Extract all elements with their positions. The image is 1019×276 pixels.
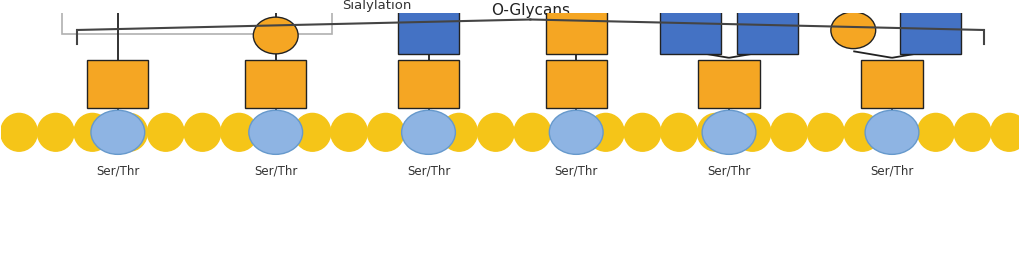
FancyBboxPatch shape	[698, 60, 759, 108]
Ellipse shape	[440, 113, 477, 151]
Ellipse shape	[660, 113, 697, 151]
Text: Ser/Thr: Ser/Thr	[706, 165, 750, 178]
Text: O-Glycans: O-Glycans	[490, 3, 570, 18]
Ellipse shape	[147, 113, 183, 151]
FancyBboxPatch shape	[88, 60, 148, 108]
FancyBboxPatch shape	[899, 7, 960, 54]
Ellipse shape	[953, 113, 989, 151]
FancyBboxPatch shape	[245, 60, 306, 108]
Ellipse shape	[989, 113, 1019, 151]
FancyBboxPatch shape	[545, 60, 606, 108]
Ellipse shape	[401, 110, 454, 154]
Ellipse shape	[864, 110, 918, 154]
Ellipse shape	[844, 113, 880, 151]
FancyBboxPatch shape	[861, 60, 921, 108]
Text: Ser/Thr: Ser/Thr	[869, 165, 913, 178]
FancyBboxPatch shape	[397, 7, 459, 54]
FancyBboxPatch shape	[659, 7, 720, 54]
Ellipse shape	[293, 113, 330, 151]
FancyBboxPatch shape	[62, 4, 331, 34]
Ellipse shape	[807, 113, 844, 151]
Ellipse shape	[91, 110, 145, 154]
Polygon shape	[239, 0, 311, 1]
Ellipse shape	[183, 113, 220, 151]
Ellipse shape	[587, 113, 624, 151]
Text: Ser/Thr: Ser/Thr	[254, 165, 298, 178]
Ellipse shape	[830, 12, 875, 49]
Ellipse shape	[253, 17, 298, 54]
Ellipse shape	[220, 113, 257, 151]
Ellipse shape	[916, 113, 953, 151]
Text: Ser/Thr: Ser/Thr	[407, 165, 449, 178]
Polygon shape	[83, 0, 153, 1]
Text: Ser/Thr: Ser/Thr	[96, 165, 140, 178]
Ellipse shape	[770, 113, 807, 151]
Ellipse shape	[1, 113, 38, 151]
Ellipse shape	[404, 113, 440, 151]
Text: Ser/Thr: Ser/Thr	[554, 165, 597, 178]
Ellipse shape	[367, 113, 404, 151]
Ellipse shape	[549, 110, 602, 154]
Ellipse shape	[514, 113, 550, 151]
Ellipse shape	[257, 113, 293, 151]
FancyBboxPatch shape	[737, 7, 798, 54]
Text: Sialylation: Sialylation	[341, 0, 411, 12]
Ellipse shape	[74, 113, 111, 151]
Ellipse shape	[330, 113, 367, 151]
Ellipse shape	[477, 113, 514, 151]
Ellipse shape	[880, 113, 916, 151]
Ellipse shape	[697, 113, 734, 151]
Ellipse shape	[701, 110, 755, 154]
FancyBboxPatch shape	[397, 60, 459, 108]
Ellipse shape	[38, 113, 74, 151]
FancyBboxPatch shape	[545, 7, 606, 54]
Ellipse shape	[624, 113, 660, 151]
Ellipse shape	[550, 113, 587, 151]
Ellipse shape	[249, 110, 303, 154]
Ellipse shape	[734, 113, 770, 151]
Ellipse shape	[111, 113, 147, 151]
